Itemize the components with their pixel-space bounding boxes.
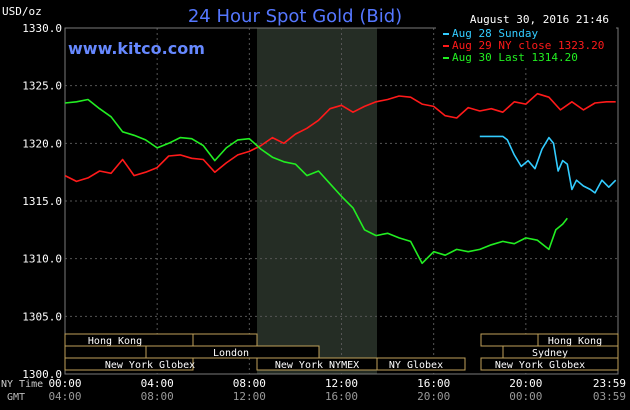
market-sessions: Hong Kong London New York Globex New York N… (64, 333, 619, 371)
session-box (480, 333, 539, 347)
kitco-watermark: www.kitco.com (68, 39, 205, 58)
unit-label: USD/oz (2, 5, 42, 18)
gmt-row-label: GMT (7, 392, 25, 403)
session-box (376, 357, 466, 371)
session-label: London (213, 348, 249, 359)
chart-title: 24 Hour Spot Gold (Bid) (188, 6, 402, 27)
x-tick-label-gmt: 08:00 (141, 390, 174, 403)
x-tick-label-ny: 23:59 (593, 377, 626, 390)
y-tick-label: 1315.0 (22, 195, 62, 208)
session-label: Hong Kong (548, 336, 602, 347)
x-axis-labels: NY Time GMT 00:0004:0004:0008:0008:0012:… (1, 377, 626, 403)
y-tick-label: 1300.0 (22, 368, 62, 381)
series-line-2 (64, 92, 616, 183)
price-series (64, 92, 617, 265)
legend-entry: Aug 29 NY close 1323.20 (452, 39, 604, 52)
chart-timestamp: August 30, 2016 21:46 (470, 13, 609, 26)
session-label: New York NYMEX (275, 360, 359, 371)
x-tick-label-ny: 08:00 (233, 377, 266, 390)
y-tick-label: 1325.0 (22, 80, 62, 93)
session-label: Sydney (532, 348, 568, 359)
session-box (64, 357, 194, 371)
session-label: New York Globex (105, 360, 195, 371)
session-box (64, 345, 147, 359)
ny-time-row-label: NY Time (1, 379, 43, 390)
legend-background (436, 27, 616, 67)
plot-border (64, 27, 619, 375)
x-tick-label-gmt: 20:00 (417, 390, 450, 403)
series-line-3 (64, 98, 568, 265)
x-tick-label-gmt: 12:00 (233, 390, 266, 403)
session-label: New York Globex (495, 360, 585, 371)
x-tick-label-gmt: 04:00 (48, 390, 81, 403)
x-tick-label-gmt: 00:00 (509, 390, 542, 403)
y-tick-label: 1320.0 (22, 137, 62, 150)
session-box (192, 333, 258, 347)
x-tick-label-gmt: 03:59 (593, 390, 626, 403)
session-label: NY Globex (389, 360, 443, 371)
x-tick-label-ny: 00:00 (48, 377, 81, 390)
legend-entry: Aug 30 Last 1314.20 (452, 51, 578, 64)
x-tick-label-ny: 12:00 (325, 377, 358, 390)
y-tick-label: 1305.0 (22, 310, 62, 323)
x-tick-label-ny: 04:00 (141, 377, 174, 390)
y-tick-label: 1310.0 (22, 253, 62, 266)
y-tick-label: 1330.0 (22, 22, 62, 35)
session-box (480, 357, 619, 371)
x-tick-label-ny: 20:00 (509, 377, 542, 390)
legend-entry: Aug 28 Sunday (452, 27, 538, 40)
session-label: Hong Kong (88, 336, 142, 347)
x-tick-label-ny: 16:00 (417, 377, 450, 390)
y-axis-labels: 1330.0 1325.0 1320.0 1315.0 1310.0 1305.0 1300… (22, 22, 62, 381)
series-line-1 (479, 135, 617, 194)
x-tick-label-gmt: 16:00 (325, 390, 358, 403)
